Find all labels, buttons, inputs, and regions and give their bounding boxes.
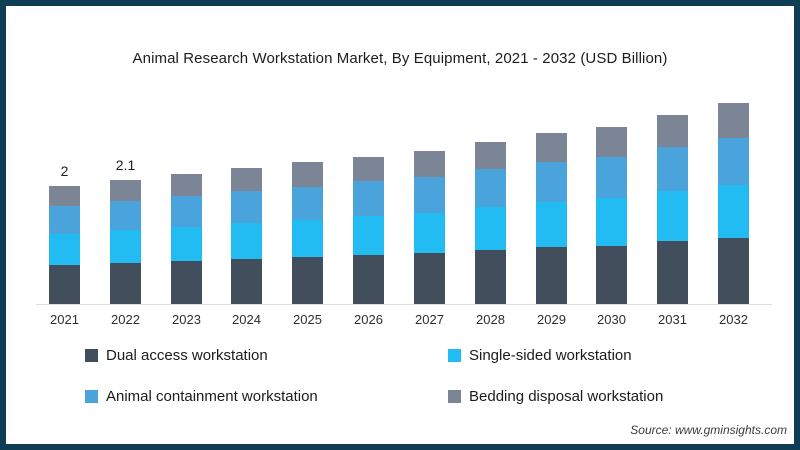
legend-item-dual-access-workstation: Dual access workstation: [85, 347, 268, 364]
segment-single-sided-workstation: [353, 216, 384, 255]
segment-single-sided-workstation: [596, 198, 627, 246]
x-axis-label-2031: 2031: [658, 312, 687, 327]
legend-swatch-bedding-disposal-workstation: [448, 390, 461, 403]
segment-single-sided-workstation: [110, 230, 141, 264]
segment-dual-access-workstation: [353, 254, 384, 304]
segment-animal-containment-workstation: [718, 137, 749, 185]
segment-bedding-disposal-workstation: [536, 132, 567, 162]
segment-animal-containment-workstation: [292, 186, 323, 220]
bar-2022: [110, 180, 141, 304]
legend-label-dual-access-workstation: Dual access workstation: [106, 347, 268, 364]
segment-bedding-disposal-workstation: [49, 186, 80, 207]
legend-label-single-sided-workstation: Single-sided workstation: [469, 347, 632, 364]
segment-animal-containment-workstation: [596, 156, 627, 199]
bar-2029: [536, 132, 567, 304]
bar-2025: [292, 162, 323, 304]
segment-single-sided-workstation: [536, 201, 567, 248]
x-axis-label-2023: 2023: [172, 312, 201, 327]
bar-2030: [596, 127, 627, 304]
segment-bedding-disposal-workstation: [231, 168, 262, 192]
legend-swatch-dual-access-workstation: [85, 349, 98, 362]
legend-item-bedding-disposal-workstation: Bedding disposal workstation: [448, 388, 663, 405]
segment-animal-containment-workstation: [353, 181, 384, 217]
bar-2027: [414, 150, 445, 304]
segment-single-sided-workstation: [49, 233, 80, 266]
segment-bedding-disposal-workstation: [110, 180, 141, 202]
x-axis-label-2026: 2026: [354, 312, 383, 327]
segment-single-sided-workstation: [231, 223, 262, 260]
segment-animal-containment-workstation: [231, 191, 262, 224]
segment-dual-access-workstation: [657, 241, 688, 304]
segment-bedding-disposal-workstation: [353, 156, 384, 182]
x-axis-label-2024: 2024: [232, 312, 261, 327]
x-axis-label-2022: 2022: [111, 312, 140, 327]
segment-dual-access-workstation: [536, 247, 567, 304]
source-attribution: Source: www.gminsights.com: [630, 423, 787, 437]
segment-single-sided-workstation: [657, 191, 688, 242]
x-axis-label-2032: 2032: [719, 312, 748, 327]
bar-2028: [475, 141, 506, 305]
segment-dual-access-workstation: [718, 237, 749, 304]
legend-label-bedding-disposal-workstation: Bedding disposal workstation: [469, 388, 664, 405]
segment-dual-access-workstation: [596, 245, 627, 304]
chart-title: Animal Research Workstation Market, By E…: [132, 50, 668, 67]
x-axis-label-2028: 2028: [476, 312, 505, 327]
bar-2023: [171, 174, 202, 304]
segment-animal-containment-workstation: [110, 201, 141, 231]
legend-swatch-single-sided-workstation: [448, 349, 461, 362]
bar-2026: [353, 156, 384, 305]
segment-dual-access-workstation: [231, 259, 262, 304]
bar-2024: [231, 168, 262, 304]
segment-animal-containment-workstation: [49, 206, 80, 234]
bar-value-label-2022: 2.1: [115, 157, 136, 174]
x-axis-label-2030: 2030: [597, 312, 626, 327]
segment-bedding-disposal-workstation: [596, 127, 627, 157]
x-axis-label-2029: 2029: [537, 312, 566, 327]
segment-single-sided-workstation: [292, 219, 323, 258]
segment-animal-containment-workstation: [657, 147, 688, 192]
x-axis-label-2021: 2021: [50, 312, 79, 327]
x-axis-label-2027: 2027: [415, 312, 444, 327]
segment-bedding-disposal-workstation: [718, 103, 749, 138]
segment-bedding-disposal-workstation: [414, 150, 445, 177]
legend-item-animal-containment-workstation: Animal containment workstation: [85, 388, 318, 405]
segment-dual-access-workstation: [292, 257, 323, 304]
segment-single-sided-workstation: [171, 226, 202, 261]
bar-2021: [49, 186, 80, 304]
x-axis-label-2025: 2025: [293, 312, 322, 327]
legend-swatch-animal-containment-workstation: [85, 390, 98, 403]
segment-animal-containment-workstation: [171, 195, 202, 227]
bar-value-label-2021: 2: [60, 163, 69, 179]
segment-dual-access-workstation: [414, 253, 445, 304]
legend-item-single-sided-workstation: Single-sided workstation: [448, 347, 632, 364]
bar-2031: [657, 115, 688, 304]
legend-label-animal-containment-workstation: Animal containment workstation: [106, 388, 318, 405]
segment-dual-access-workstation: [171, 260, 202, 304]
segment-bedding-disposal-workstation: [171, 174, 202, 196]
segment-animal-containment-workstation: [475, 168, 506, 208]
segment-single-sided-workstation: [475, 207, 506, 251]
segment-bedding-disposal-workstation: [292, 162, 323, 187]
segment-dual-access-workstation: [110, 263, 141, 304]
x-axis-line: [36, 304, 772, 305]
segment-animal-containment-workstation: [536, 161, 567, 202]
bar-2032: [718, 103, 749, 304]
segment-bedding-disposal-workstation: [475, 141, 506, 169]
segment-animal-containment-workstation: [414, 176, 445, 213]
segment-dual-access-workstation: [49, 265, 80, 304]
segment-single-sided-workstation: [718, 184, 749, 238]
segment-bedding-disposal-workstation: [657, 115, 688, 148]
segment-dual-access-workstation: [475, 250, 506, 305]
segment-single-sided-workstation: [414, 212, 445, 254]
